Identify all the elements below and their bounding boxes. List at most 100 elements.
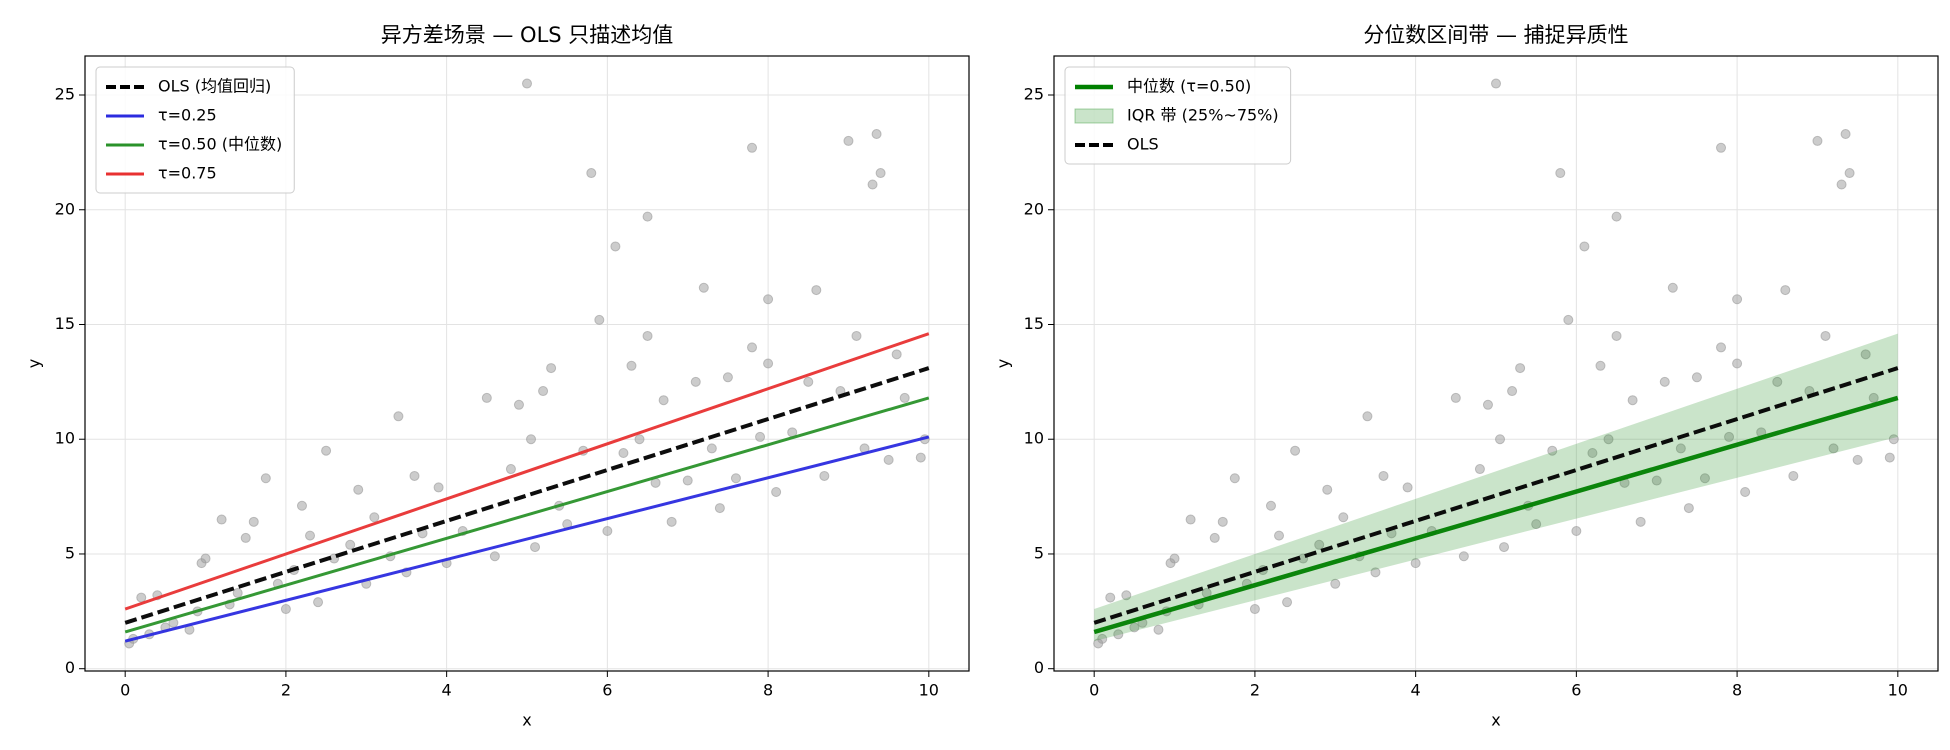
- scatter-point: [505, 464, 516, 475]
- scatter-point: [682, 475, 693, 486]
- scatter-point: [871, 129, 882, 140]
- scatter-point: [1482, 399, 1493, 410]
- x-tick-label: 4: [442, 681, 452, 700]
- scatter-point: [747, 142, 758, 153]
- x-tick-label: 0: [1089, 681, 1099, 700]
- scatter-point: [1378, 470, 1389, 481]
- scatter-point: [1884, 452, 1895, 463]
- scatter-point: [1595, 360, 1606, 371]
- scatter-point: [1820, 330, 1831, 341]
- scatter-point: [642, 330, 653, 341]
- scatter-point: [1587, 447, 1598, 458]
- y-tick-label: 20: [55, 199, 75, 218]
- scatter-point: [513, 399, 524, 410]
- legend-label: IQR 带 (25%~75%): [1127, 106, 1279, 125]
- scatter-point: [313, 597, 324, 608]
- chart-panel: 异方差场景 — OLS 只描述均值 0 2 4 6 8 10 0 5 10 15 20 25 x y OLS …: [25, 23, 970, 730]
- scatter-point: [1515, 363, 1526, 374]
- scatter-point: [698, 282, 709, 293]
- x-tick-label: 0: [120, 681, 130, 700]
- scatter-point: [1740, 487, 1751, 498]
- scatter-point: [730, 473, 741, 484]
- x-tick-label: 10: [919, 681, 939, 700]
- scatter-point: [1322, 484, 1333, 495]
- scatter-point: [1282, 597, 1293, 608]
- scatter-point: [1828, 443, 1839, 454]
- scatter-point: [1153, 624, 1164, 635]
- scatter-point: [232, 587, 243, 598]
- scatter-point: [1129, 622, 1140, 633]
- scatter-point: [1491, 78, 1501, 89]
- scatter-point: [1627, 395, 1638, 406]
- scatter-point: [369, 512, 380, 523]
- scatter-point: [755, 431, 766, 442]
- x-tick-label: 2: [281, 681, 291, 700]
- scatter-point: [763, 294, 774, 305]
- scatter-point: [1888, 434, 1899, 445]
- scatter-point: [690, 376, 701, 387]
- scatter-point: [610, 241, 621, 252]
- legend-box: [95, 66, 295, 194]
- scatter-point: [1571, 526, 1582, 537]
- scatter-point: [1169, 553, 1180, 564]
- scatter-point: [1229, 473, 1240, 484]
- scatter-point: [1185, 514, 1196, 525]
- scatter-point: [1780, 285, 1791, 296]
- scatter-point: [666, 516, 677, 527]
- x-axis-label: x: [522, 711, 531, 730]
- scatter-point: [586, 168, 597, 179]
- fit-line: [124, 435, 930, 643]
- scatter-point: [526, 434, 537, 445]
- chart-title: 异方差场景 — OLS 只描述均值: [381, 23, 674, 47]
- scatter-point: [1274, 530, 1285, 541]
- y-tick-label: 15: [55, 314, 75, 333]
- scatter-point: [1113, 629, 1124, 640]
- scatter-point: [345, 539, 356, 550]
- scatter-point: [1458, 551, 1469, 562]
- scatter-point: [1724, 431, 1735, 442]
- fit-line: [1093, 366, 1899, 625]
- scatter-point: [722, 372, 733, 383]
- x-tick-label: 2: [1250, 681, 1260, 700]
- legend-label: 中位数 (τ=0.50): [1127, 77, 1251, 96]
- scatter-point: [305, 530, 316, 541]
- scatter-point: [1836, 179, 1847, 190]
- scatter-point: [1812, 135, 1823, 146]
- scatter-point: [867, 179, 878, 190]
- scatter-point: [1651, 475, 1662, 486]
- scatter-point: [819, 470, 830, 481]
- legend-label: τ=0.50 (中位数): [158, 135, 282, 154]
- scatter-point: [1121, 590, 1132, 601]
- scatter-point: [803, 376, 814, 387]
- scatter-point: [771, 487, 782, 498]
- legend: 中位数 (τ=0.50) IQR 带 (25%~75%) OLS: [1064, 66, 1292, 165]
- y-tick-label: 20: [1024, 199, 1044, 218]
- legend-label: τ=0.25: [158, 106, 217, 125]
- scatter-point: [409, 470, 420, 481]
- scatter-point: [1635, 516, 1646, 527]
- plot-frame: [84, 55, 970, 672]
- scatter-point: [1547, 445, 1558, 456]
- fit-line: [124, 366, 930, 625]
- scatter-point: [522, 78, 532, 89]
- scatter-point: [1499, 542, 1510, 553]
- scatter-point: [1402, 482, 1413, 493]
- scatter-point: [1852, 454, 1863, 465]
- y-tick-label: 15: [1024, 314, 1044, 333]
- y-tick-label: 0: [65, 658, 75, 677]
- legend-label: OLS: [1127, 135, 1159, 154]
- scatter-point: [260, 473, 271, 484]
- scatter-point: [642, 211, 653, 222]
- scatter-point: [1667, 282, 1678, 293]
- scatter-point: [321, 445, 332, 456]
- y-tick-label: 25: [1024, 85, 1044, 104]
- scatter-point: [200, 553, 211, 564]
- scatter-point: [891, 349, 902, 360]
- scatter-point: [1217, 516, 1228, 527]
- scatter-point: [1531, 519, 1542, 530]
- scatter-point: [1860, 349, 1871, 360]
- scatter-point: [1788, 470, 1799, 481]
- scatter-point: [1611, 211, 1622, 222]
- legend-swatch: [1074, 108, 1114, 124]
